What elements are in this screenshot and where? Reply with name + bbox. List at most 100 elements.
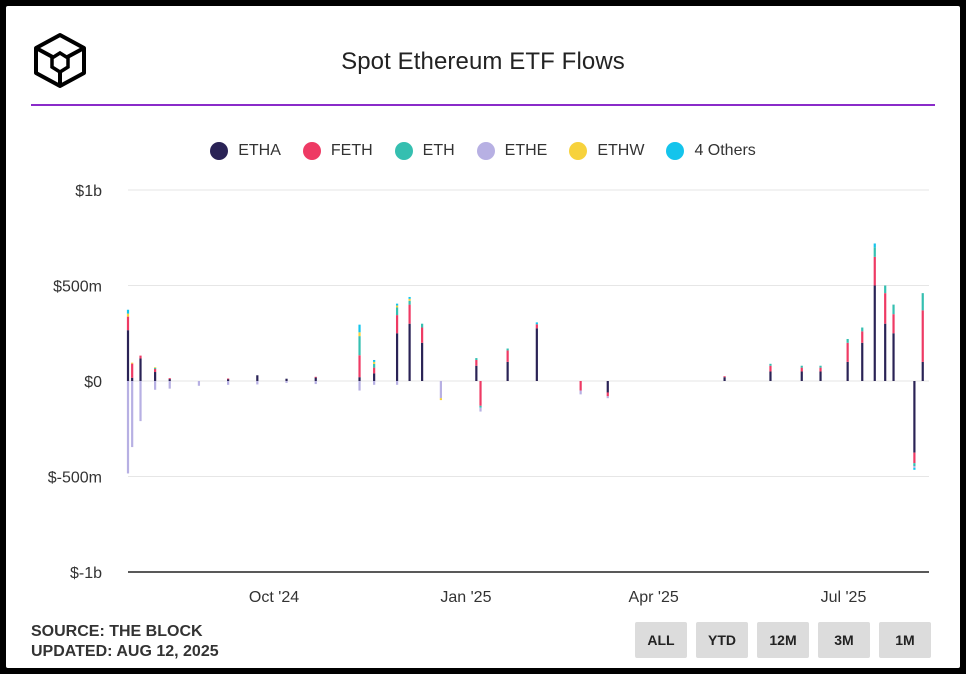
- x-tick-label: Apr '25: [629, 589, 679, 606]
- bar-ethe: [373, 381, 376, 385]
- bar-feth: [475, 359, 478, 366]
- legend-item-others[interactable]: 4 Others: [666, 142, 756, 160]
- bar-eth: [408, 300, 411, 305]
- legend-label: ETHE: [504, 142, 548, 159]
- legend-swatch: [476, 142, 495, 160]
- bar-4-others: [913, 467, 916, 470]
- bar-4-others: [358, 324, 361, 333]
- bar-etha: [314, 377, 317, 381]
- updated-label: UPDATED: AUG 12, 2025: [31, 643, 219, 660]
- bar-feth: [506, 350, 509, 362]
- bar-eth: [846, 338, 849, 343]
- legend-item-eth[interactable]: ETH: [394, 142, 455, 160]
- bar-eth: [475, 358, 478, 360]
- legend-swatch: [569, 142, 588, 160]
- x-tick-label: Oct '24: [249, 589, 299, 606]
- bar-etha: [168, 379, 171, 381]
- bar-etha: [358, 377, 361, 381]
- bar-ethw: [373, 361, 376, 364]
- bar-ethw: [395, 305, 399, 308]
- the-block-logo: [34, 33, 86, 88]
- bar-etha: [606, 381, 609, 393]
- range-button-ytd[interactable]: YTD: [696, 622, 748, 658]
- bar-feth: [846, 342, 849, 362]
- bar-etha: [873, 285, 876, 381]
- range-selector: ALL YTD 12M 3M 1M: [635, 622, 931, 658]
- bar-feth: [373, 367, 376, 374]
- bar-feth: [819, 367, 822, 372]
- bar-etha: [723, 377, 726, 381]
- range-button-all[interactable]: ALL: [635, 622, 687, 658]
- bar-ethe: [168, 381, 171, 389]
- bar-etha: [913, 381, 916, 453]
- bar-etha: [535, 328, 538, 381]
- bar-eth: [884, 285, 887, 294]
- bar-4-others: [373, 359, 376, 362]
- bar-feth: [535, 324, 538, 329]
- bar-etha: [285, 378, 288, 381]
- bar-feth: [884, 293, 887, 324]
- x-tick-label: Jan '25: [440, 589, 491, 606]
- bar-feth: [800, 367, 803, 372]
- bar-feth: [421, 327, 424, 343]
- bar-eth: [769, 363, 772, 366]
- chart-card: Spot Ethereum ETF Flows ETHA FETH ETH ET…: [6, 6, 960, 668]
- bar-eth: [395, 307, 399, 316]
- bar-etha: [126, 330, 130, 381]
- bar-eth: [479, 405, 482, 408]
- legend-item-feth[interactable]: FETH: [302, 142, 373, 160]
- bar-etha: [800, 371, 803, 381]
- bar-ethe: [439, 381, 442, 399]
- bar-etha: [139, 358, 142, 381]
- legend-item-ethw[interactable]: ETHW: [569, 142, 644, 160]
- legend-label: ETHA: [238, 142, 281, 159]
- legend-item-etha[interactable]: ETHA: [210, 142, 281, 160]
- bar-feth: [126, 316, 130, 331]
- bar-etha: [819, 371, 822, 381]
- y-tick-label: $-1b: [70, 565, 102, 582]
- bar-etha: [256, 375, 259, 381]
- source-note: SOURCE: THE BLOCK UPDATED: AUG 12, 2025: [31, 622, 219, 662]
- x-tick-label: Jul '25: [821, 589, 867, 606]
- bar-etha: [154, 372, 157, 381]
- legend-swatch: [210, 142, 229, 160]
- flows-bar-chart: $1b $500m $0 $-500m $-1b Oct '24 Jan '25 Apr '2…: [48, 183, 929, 606]
- legend-item-ethe[interactable]: ETHE: [476, 142, 548, 160]
- range-button-12m[interactable]: 12M: [757, 622, 809, 658]
- y-tick-label: $1b: [75, 183, 102, 200]
- bar-ethe: [139, 381, 142, 422]
- bar-etha: [846, 361, 849, 381]
- chart-title: Spot Ethereum ETF Flows: [341, 48, 625, 75]
- legend-label: ETHW: [597, 142, 645, 159]
- bar-feth: [913, 452, 916, 464]
- range-button-1m[interactable]: 1M: [879, 622, 931, 658]
- bar-feth: [139, 355, 142, 359]
- bar-eth: [154, 367, 157, 369]
- bar-eth: [421, 323, 424, 328]
- legend-swatch: [302, 142, 321, 160]
- bar-4-others: [873, 243, 876, 248]
- bar-ethw: [154, 367, 157, 369]
- bar-etha: [475, 365, 478, 381]
- bar-feth: [395, 315, 399, 334]
- bar-eth: [358, 336, 361, 356]
- bar-etha: [884, 323, 887, 381]
- bar-feth: [606, 392, 609, 397]
- bar-feth: [154, 368, 157, 373]
- bar-ethe: [131, 381, 134, 448]
- bar-etha: [892, 333, 895, 381]
- bar-etha: [373, 373, 376, 381]
- bar-4-others: [535, 322, 538, 325]
- bar-feth: [921, 310, 924, 362]
- range-button-3m[interactable]: 3M: [818, 622, 870, 658]
- bar-etha: [227, 379, 230, 381]
- bar-ethe: [197, 381, 201, 386]
- bar-eth: [861, 327, 864, 332]
- bar-eth: [873, 247, 876, 257]
- bar-ethe: [479, 407, 482, 412]
- bar-ethe: [579, 390, 582, 395]
- legend-label: FETH: [330, 142, 373, 159]
- bar-feth: [892, 314, 895, 334]
- bar-ethe: [256, 381, 259, 385]
- bar-eth: [913, 463, 916, 466]
